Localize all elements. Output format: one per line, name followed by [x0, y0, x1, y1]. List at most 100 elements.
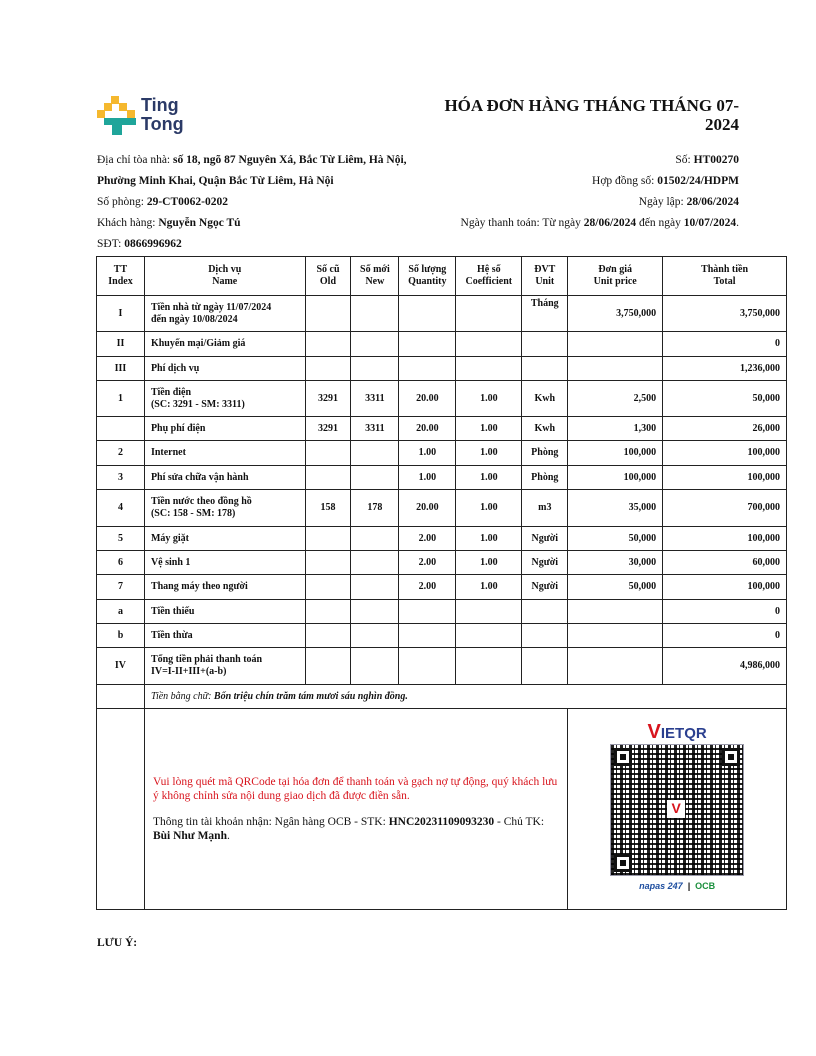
payment-qr-code[interactable]: V	[610, 744, 745, 876]
cell-text: 100,000	[747, 471, 781, 483]
cell-text: Thang máy theo người	[150, 581, 248, 592]
cell-text: 1.00	[480, 502, 498, 513]
cell-text: Tiền nước theo đồng hồ (SC: 158 - SM: 17…	[150, 496, 252, 519]
header-vi: Số mới	[360, 264, 390, 275]
customer-label: Khách hàng:	[97, 217, 159, 229]
table-cell	[398, 295, 457, 332]
table-row: III Phí dịch vụ 1,236,000	[96, 356, 787, 381]
table-cell: Tổng tiền phải thanh toán IV=I-II+III+(a…	[143, 647, 306, 685]
phone-label: SĐT:	[97, 238, 125, 250]
table-cell: m3	[521, 489, 569, 527]
pay-end: .	[736, 217, 739, 229]
cell-text: 700,000	[747, 502, 781, 513]
table-cell: 60,000	[662, 550, 787, 575]
table-cell: Người	[521, 526, 569, 551]
table-cell: 1.00	[455, 574, 523, 600]
table-cell: 2.00	[398, 574, 457, 600]
cell-text: 0	[775, 629, 780, 641]
table-cell: 4,986,000	[662, 647, 787, 685]
table-cell: 0	[662, 623, 787, 648]
cell-text: 6	[117, 556, 123, 568]
cell-text: 2.00	[418, 532, 437, 544]
table-cell: 2.00	[398, 526, 457, 551]
header-en: Unit price	[593, 276, 637, 287]
table-cell: 2	[96, 440, 145, 466]
bank-logos: napas 247 | OCB	[639, 881, 716, 891]
cell-text: Phí dịch vụ	[150, 362, 200, 374]
vietqr-center-icon: V	[667, 800, 686, 818]
header-vi: Thành tiền	[701, 264, 749, 275]
column-header: ĐVT Unit	[521, 256, 569, 296]
table-cell: 50,000	[567, 526, 664, 551]
table-cell: 1,236,000	[662, 356, 787, 381]
cell-text: Kwh	[534, 422, 556, 434]
table-cell: 3291	[304, 416, 352, 441]
table-cell: 1	[96, 380, 145, 417]
table-cell	[521, 356, 569, 381]
table-cell: Kwh	[521, 380, 569, 417]
words-label: Tiền bằng chữ:	[150, 690, 214, 702]
header-en: Total	[713, 276, 736, 287]
cell-text: 1.00	[480, 392, 498, 404]
table-cell	[521, 623, 569, 648]
header-vi: Dịch vụ	[208, 264, 242, 275]
logo-mark-icon	[97, 96, 136, 135]
table-row: 2 Internet 1.00 1.00 Phòng 100,000 100,000	[96, 440, 787, 466]
table-cell: 100,000	[567, 440, 664, 466]
acct-end: .	[226, 830, 230, 842]
table-cell: Phí sửa chữa vận hành	[143, 465, 306, 490]
cell-text: 2.00	[418, 556, 437, 568]
invoice-info: Số: HT00270 Hợp đồng số: 01502/24/HDPM N…	[461, 150, 739, 234]
table-cell: 26,000	[662, 416, 787, 441]
table-cell: 1.00	[455, 550, 523, 575]
table-cell	[304, 331, 352, 357]
contract-label: Hợp đồng số:	[592, 175, 658, 187]
table-cell: Kwh	[521, 416, 569, 441]
table-cell	[521, 599, 569, 624]
table-cell: 100,000	[662, 574, 787, 600]
header-vi: ĐVT	[534, 264, 556, 275]
table-cell	[398, 647, 457, 685]
cell-text: 26,000	[752, 422, 781, 434]
cell-text: 158	[320, 502, 336, 513]
table-row: 4 Tiền nước theo đồng hồ (SC: 158 - SM: 1…	[96, 489, 787, 527]
cell-text: b	[117, 629, 124, 641]
table-row: 5 Máy giặt 2.00 1.00 Người 50,000 100,000	[96, 526, 787, 551]
table-cell	[304, 356, 352, 381]
table-cell: Phòng	[521, 465, 569, 490]
cell-text: IV	[114, 660, 127, 671]
cell-text: 3311	[365, 422, 385, 434]
table-cell: Người	[521, 550, 569, 575]
header-en: Coefficient	[465, 276, 513, 287]
payment-notice: Vui lòng quét mã QRCode tại hóa đơn để t…	[152, 776, 558, 802]
vietqr-v: V	[647, 721, 661, 743]
table-cell: Vệ sinh 1	[143, 550, 306, 575]
cell-text: 1,236,000	[740, 362, 780, 374]
table-cell	[350, 623, 400, 648]
cell-text: Kwh	[534, 392, 556, 404]
table-row: II Khuyến mại/Giảm giá 0	[96, 331, 787, 357]
table-cell	[350, 599, 400, 624]
table-cell: Tiền nhà từ ngày 11/07/2024 đến ngày 10/…	[143, 295, 306, 332]
table-cell	[398, 599, 457, 624]
cell-text: 7	[117, 581, 123, 592]
table-cell	[398, 331, 457, 357]
payment-row: Vui lòng quét mã QRCode tại hóa đơn để t…	[96, 708, 787, 910]
header-en: Unit	[535, 276, 555, 287]
cell-text: Phòng	[531, 471, 559, 483]
cell-text: 2	[117, 447, 123, 458]
header-en: Old	[319, 276, 337, 287]
table-cell	[350, 356, 400, 381]
address-line1: số 18, ngõ 87 Nguyên Xá, Bắc Từ Liêm, Hà…	[173, 154, 407, 166]
table-cell	[455, 647, 523, 685]
table-cell	[567, 356, 664, 381]
table-cell: 50,000	[662, 380, 787, 417]
cell-text: Khuyến mại/Giảm giá	[150, 338, 246, 349]
table-cell: 50,000	[567, 574, 664, 600]
table-cell	[455, 331, 523, 357]
cell-text: a	[117, 605, 123, 617]
table-cell	[304, 574, 352, 600]
table-cell: 1.00	[455, 465, 523, 490]
table-cell: 0	[662, 599, 787, 624]
table-cell	[304, 647, 352, 685]
